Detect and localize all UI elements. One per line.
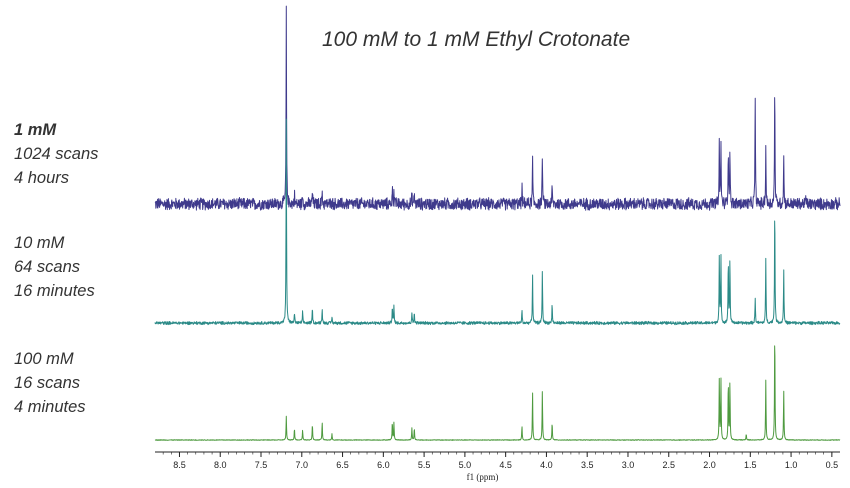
x-tick-label: 4.5: [499, 460, 512, 470]
x-axis-label: f1 (ppm): [467, 472, 499, 482]
x-axis-ticks: 8.5 8.0 7.5 7.0 6.5 6.0 5.5 5.0 4.5 4.0 3.5 3.0 2.5 2…: [162, 452, 839, 470]
x-tick-label: 4.0: [540, 460, 553, 470]
x-tick-label: 6.5: [336, 460, 349, 470]
x-tick-label: 6.0: [377, 460, 390, 470]
scans-label: 16 scans: [14, 374, 81, 392]
spectrum-line-3: [154, 345, 841, 441]
concentration-label: 10 mM: [14, 234, 65, 252]
x-tick-label: 2.5: [662, 460, 675, 470]
spectrum-label-10mm: 10 mM 64 scans 16 minutes: [14, 231, 95, 303]
concentration-label: 100 mM: [14, 350, 74, 368]
x-tick-label: 0.5: [826, 460, 839, 470]
x-axis: 8.5 8.0 7.5 7.0 6.5 6.0 5.5 5.0 4.5 4.0 3.5 3.0 2.5 2…: [155, 451, 840, 482]
scans-label: 1024 scans: [14, 145, 99, 163]
x-tick-label: 5.5: [418, 460, 431, 470]
x-tick-label: 7.0: [296, 460, 309, 470]
x-tick-label: 8.0: [214, 460, 227, 470]
x-tick-label: 1.0: [785, 460, 798, 470]
x-tick-label: 7.5: [255, 460, 268, 470]
chart-title: 100 mM to 1 mM Ethyl Crotonate: [322, 28, 631, 51]
x-tick-label: 3.5: [581, 460, 594, 470]
x-tick-label: 1.5: [744, 460, 757, 470]
spectrum-label-1mm: 1 mM 1024 scans 4 hours: [14, 118, 98, 190]
duration-label: 4 minutes: [14, 398, 86, 416]
spectrum-line-2: [154, 118, 841, 326]
spectrum-label-100mm: 100 mM 16 scans 4 minutes: [14, 347, 86, 419]
concentration-label: 1 mM: [14, 121, 57, 139]
x-tick-label: 3.0: [622, 460, 635, 470]
x-tick-label: 2.0: [703, 460, 716, 470]
spectra-group: [154, 5, 841, 441]
x-tick-label: 5.0: [459, 460, 472, 470]
duration-label: 16 minutes: [14, 282, 95, 300]
x-tick-label: 8.5: [173, 460, 186, 470]
scans-label: 64 scans: [14, 258, 81, 276]
spectrum-line-1: [154, 5, 841, 211]
duration-label: 4 hours: [14, 169, 70, 187]
